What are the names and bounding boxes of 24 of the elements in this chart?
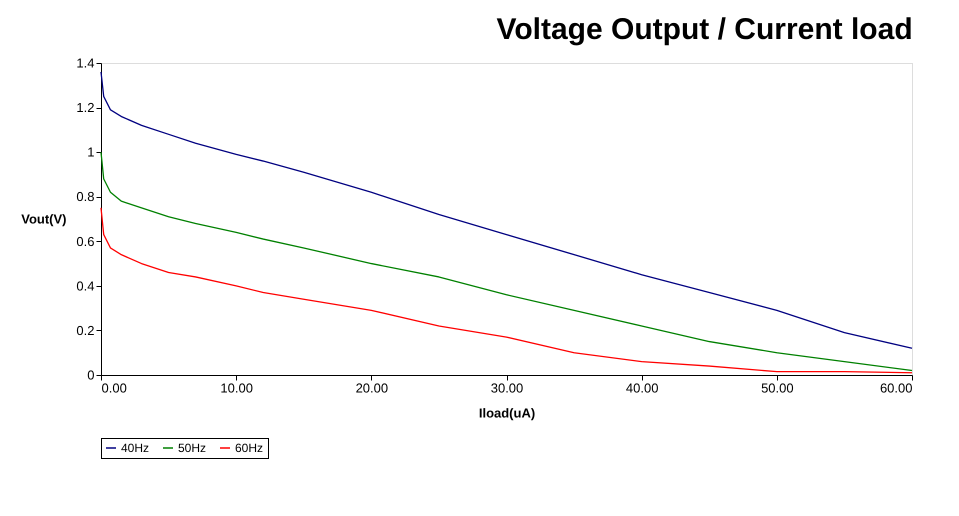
x-tick-label: 20.00: [356, 380, 388, 396]
x-tick-label: 30.00: [490, 380, 524, 396]
x-tick-label: 60.00: [880, 380, 912, 396]
line-series: [100, 207, 913, 374]
line-series: [100, 151, 913, 372]
y-tick-label: 1.2: [76, 100, 94, 116]
y-tick-label: 0.6: [76, 234, 94, 249]
x-tick-label: 10.00: [220, 380, 253, 396]
x-tick-label: 40.00: [626, 380, 658, 396]
y-tick-label: 0.8: [76, 189, 94, 204]
y-tick-label: 1: [87, 144, 94, 160]
line-series: [100, 71, 913, 349]
y-tick-label: 0.2: [76, 322, 94, 338]
chart-title: Voltage Output / Current load: [496, 13, 913, 46]
y-tick-label: 0: [87, 368, 94, 382]
x-tick-label: 0.00: [102, 380, 127, 396]
legend-label: 40Hz: [121, 441, 150, 455]
x-axis-title: Iload(uA): [478, 406, 536, 420]
x-tick-label: 50.00: [761, 380, 794, 396]
legend-label: 60Hz: [235, 441, 264, 455]
y-tick-label: 0.4: [76, 278, 94, 294]
legend-label: 50Hz: [178, 441, 206, 455]
y-tick-label: 1.4: [76, 56, 94, 70]
y-axis-title: Vout(V): [21, 212, 66, 226]
